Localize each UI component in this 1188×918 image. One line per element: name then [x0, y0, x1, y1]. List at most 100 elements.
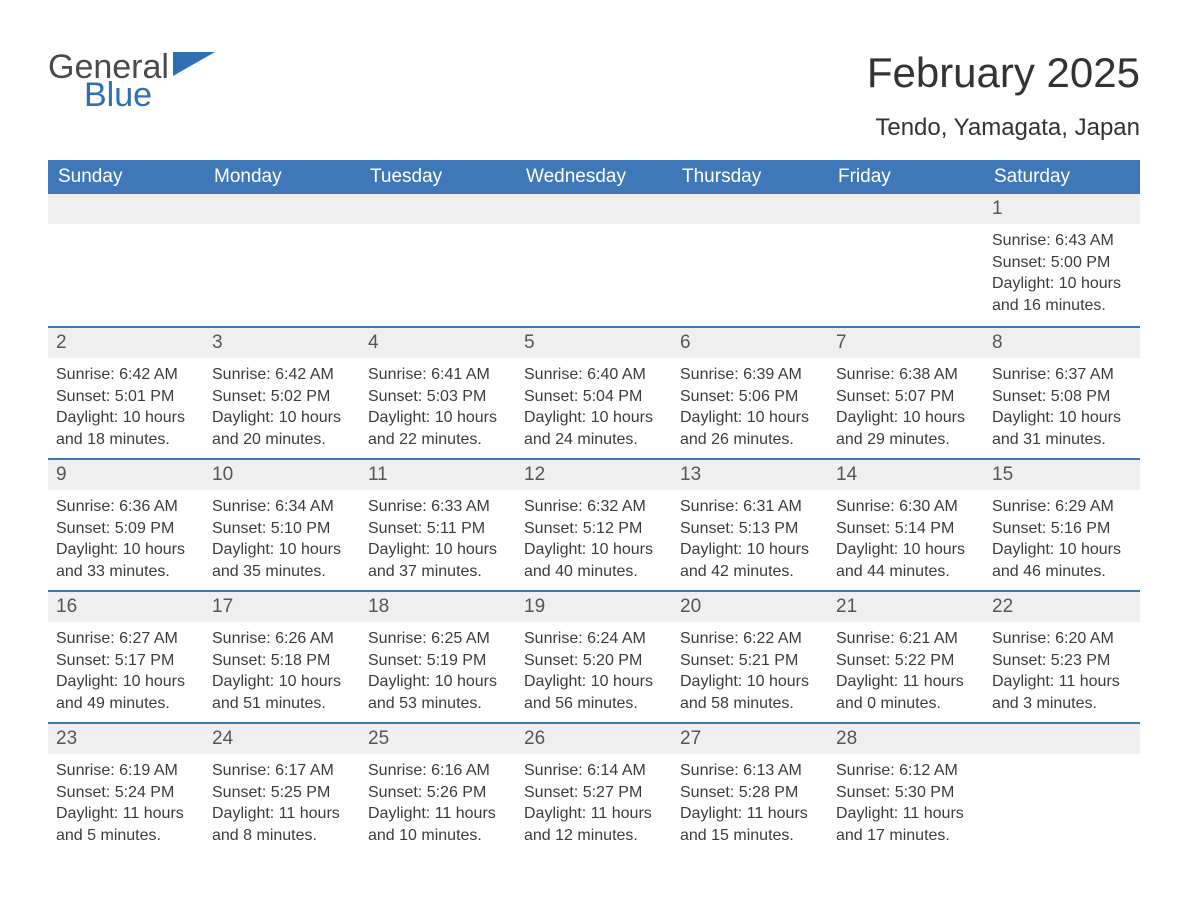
day-number: 22: [984, 590, 1140, 622]
calendar-day-cell: 12Sunrise: 6:32 AMSunset: 5:12 PMDayligh…: [516, 458, 672, 590]
sunset-line: Sunset: 5:26 PM: [368, 782, 508, 804]
sunrise-line: Sunrise: 6:32 AM: [524, 496, 664, 518]
day-content: Sunrise: 6:37 AMSunset: 5:08 PMDaylight:…: [984, 358, 1140, 450]
daylight-line: Daylight: 11 hours and 10 minutes.: [368, 803, 508, 846]
day-number-empty: [204, 194, 360, 224]
day-number: 14: [828, 458, 984, 490]
day-content: Sunrise: 6:21 AMSunset: 5:22 PMDaylight:…: [828, 622, 984, 714]
title-block: February 2025 Tendo, Yamagata, Japan: [867, 50, 1140, 152]
calendar-day-cell: 5Sunrise: 6:40 AMSunset: 5:04 PMDaylight…: [516, 326, 672, 458]
weekday-row: SundayMondayTuesdayWednesdayThursdayFrid…: [48, 160, 1140, 194]
sunset-line: Sunset: 5:22 PM: [836, 650, 976, 672]
day-number: 21: [828, 590, 984, 622]
day-number: 1: [984, 194, 1140, 224]
daylight-line: Daylight: 11 hours and 5 minutes.: [56, 803, 196, 846]
sunrise-line: Sunrise: 6:24 AM: [524, 628, 664, 650]
sunrise-line: Sunrise: 6:16 AM: [368, 760, 508, 782]
day-content: Sunrise: 6:29 AMSunset: 5:16 PMDaylight:…: [984, 490, 1140, 582]
sunset-line: Sunset: 5:12 PM: [524, 518, 664, 540]
sunset-line: Sunset: 5:16 PM: [992, 518, 1132, 540]
sunset-line: Sunset: 5:00 PM: [992, 252, 1132, 274]
day-content: Sunrise: 6:12 AMSunset: 5:30 PMDaylight:…: [828, 754, 984, 846]
daylight-line: Daylight: 10 hours and 31 minutes.: [992, 407, 1132, 450]
weekday-header: Thursday: [672, 160, 828, 194]
sunrise-line: Sunrise: 6:29 AM: [992, 496, 1132, 518]
day-number: 4: [360, 326, 516, 358]
day-content: Sunrise: 6:26 AMSunset: 5:18 PMDaylight:…: [204, 622, 360, 714]
weekday-header: Saturday: [984, 160, 1140, 194]
day-content: Sunrise: 6:32 AMSunset: 5:12 PMDaylight:…: [516, 490, 672, 582]
calendar-week-row: 23Sunrise: 6:19 AMSunset: 5:24 PMDayligh…: [48, 722, 1140, 854]
sunrise-line: Sunrise: 6:42 AM: [56, 364, 196, 386]
day-number: 17: [204, 590, 360, 622]
day-number: 5: [516, 326, 672, 358]
day-number-empty: [672, 194, 828, 224]
calendar-week-row: 9Sunrise: 6:36 AMSunset: 5:09 PMDaylight…: [48, 458, 1140, 590]
daylight-line: Daylight: 10 hours and 58 minutes.: [680, 671, 820, 714]
day-content: Sunrise: 6:19 AMSunset: 5:24 PMDaylight:…: [48, 754, 204, 846]
calendar-day-cell: 3Sunrise: 6:42 AMSunset: 5:02 PMDaylight…: [204, 326, 360, 458]
sunset-line: Sunset: 5:30 PM: [836, 782, 976, 804]
sunrise-line: Sunrise: 6:22 AM: [680, 628, 820, 650]
calendar-day-cell: 28Sunrise: 6:12 AMSunset: 5:30 PMDayligh…: [828, 722, 984, 854]
sunrise-line: Sunrise: 6:31 AM: [680, 496, 820, 518]
day-number: 9: [48, 458, 204, 490]
calendar-day-cell: 4Sunrise: 6:41 AMSunset: 5:03 PMDaylight…: [360, 326, 516, 458]
sunrise-line: Sunrise: 6:41 AM: [368, 364, 508, 386]
day-content: Sunrise: 6:14 AMSunset: 5:27 PMDaylight:…: [516, 754, 672, 846]
calendar-head: SundayMondayTuesdayWednesdayThursdayFrid…: [48, 160, 1140, 194]
day-number: 24: [204, 722, 360, 754]
location: Tendo, Yamagata, Japan: [867, 114, 1140, 142]
calendar-day-cell: [828, 194, 984, 326]
sunrise-line: Sunrise: 6:14 AM: [524, 760, 664, 782]
day-number: 28: [828, 722, 984, 754]
sunrise-line: Sunrise: 6:20 AM: [992, 628, 1132, 650]
daylight-line: Daylight: 10 hours and 37 minutes.: [368, 539, 508, 582]
daylight-line: Daylight: 10 hours and 29 minutes.: [836, 407, 976, 450]
sunset-line: Sunset: 5:19 PM: [368, 650, 508, 672]
sunrise-line: Sunrise: 6:40 AM: [524, 364, 664, 386]
weekday-header: Wednesday: [516, 160, 672, 194]
day-content: Sunrise: 6:40 AMSunset: 5:04 PMDaylight:…: [516, 358, 672, 450]
sunset-line: Sunset: 5:17 PM: [56, 650, 196, 672]
calendar-body: 1 Sunrise: 6:43 AMSunset: 5:00 PM Daylight…: [48, 194, 1140, 854]
day-content: Sunrise: 6:34 AMSunset: 5:10 PMDaylight:…: [204, 490, 360, 582]
day-number: 12: [516, 458, 672, 490]
daylight-line: Daylight: 10 hours and 18 minutes.: [56, 407, 196, 450]
daylight-line: Daylight: 10 hours and 40 minutes.: [524, 539, 664, 582]
header: General Blue February 2025 Tendo, Yamaga…: [48, 50, 1140, 152]
day-number-empty: [984, 722, 1140, 754]
day-number: 7: [828, 326, 984, 358]
day-content: Sunrise: 6:38 AMSunset: 5:07 PMDaylight:…: [828, 358, 984, 450]
calendar-day-cell: [204, 194, 360, 326]
day-content: Sunrise: 6:36 AMSunset: 5:09 PMDaylight:…: [48, 490, 204, 582]
daylight-line: Daylight: 11 hours and 0 minutes.: [836, 671, 976, 714]
daylight-line: Daylight: 11 hours and 8 minutes.: [212, 803, 352, 846]
sunrise-line: Sunrise: 6:43 AM: [992, 230, 1132, 252]
day-content: Sunrise: 6:27 AMSunset: 5:17 PMDaylight:…: [48, 622, 204, 714]
day-content: Sunrise: 6:33 AMSunset: 5:11 PMDaylight:…: [360, 490, 516, 582]
daylight-line: Daylight: 11 hours and 17 minutes.: [836, 803, 976, 846]
sunrise-line: Sunrise: 6:39 AM: [680, 364, 820, 386]
day-content: Sunrise: 6:25 AMSunset: 5:19 PMDaylight:…: [360, 622, 516, 714]
sunrise-line: Sunrise: 6:19 AM: [56, 760, 196, 782]
calendar-week-row: 1Sunrise: 6:43 AMSunset: 5:00 PMDaylight…: [48, 194, 1140, 326]
day-content: Sunrise: 6:39 AMSunset: 5:06 PMDaylight:…: [672, 358, 828, 450]
daylight-line: Daylight: 10 hours and 20 minutes.: [212, 407, 352, 450]
sunset-line: Sunset: 5:23 PM: [992, 650, 1132, 672]
calendar-week-row: 2Sunrise: 6:42 AMSunset: 5:01 PMDaylight…: [48, 326, 1140, 458]
sunrise-line: Sunrise: 6:30 AM: [836, 496, 976, 518]
sunset-line: Sunset: 5:18 PM: [212, 650, 352, 672]
daylight-line: Daylight: 10 hours and 24 minutes.: [524, 407, 664, 450]
sunset-line: Sunset: 5:10 PM: [212, 518, 352, 540]
sunset-line: Sunset: 5:08 PM: [992, 386, 1132, 408]
calendar-day-cell: 15Sunrise: 6:29 AMSunset: 5:16 PMDayligh…: [984, 458, 1140, 590]
calendar-day-cell: 18Sunrise: 6:25 AMSunset: 5:19 PMDayligh…: [360, 590, 516, 722]
calendar-day-cell: 21Sunrise: 6:21 AMSunset: 5:22 PMDayligh…: [828, 590, 984, 722]
weekday-header: Friday: [828, 160, 984, 194]
calendar-day-cell: 10Sunrise: 6:34 AMSunset: 5:10 PMDayligh…: [204, 458, 360, 590]
daylight-line: Daylight: 11 hours and 15 minutes.: [680, 803, 820, 846]
sunrise-line: Sunrise: 6:33 AM: [368, 496, 508, 518]
daylight-line: Daylight: 10 hours and 26 minutes.: [680, 407, 820, 450]
day-number: 6: [672, 326, 828, 358]
